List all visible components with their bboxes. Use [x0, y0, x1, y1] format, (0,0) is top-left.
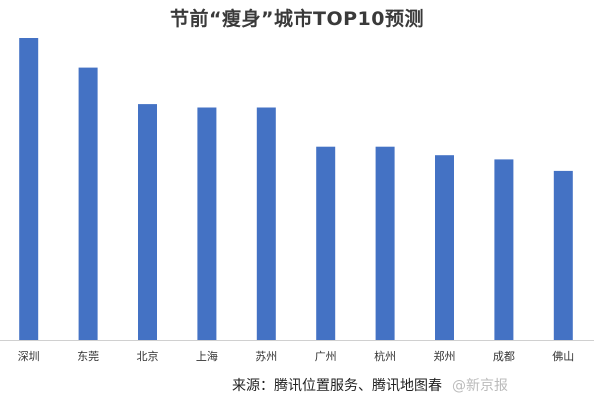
- source-note: 来源：腾讯位置服务、腾讯地图春 @新京报: [232, 375, 587, 395]
- x-tick-label-5: 广州: [315, 350, 337, 363]
- x-tick-label-2: 北京: [137, 349, 159, 363]
- tick-labels-layer: 深圳 东莞 北京 上海 苏州 广州 杭州 郑州 成都 佛山: [18, 349, 575, 363]
- x-tick-label-9: 佛山: [552, 350, 574, 363]
- x-tick-label-1: 东莞: [77, 350, 99, 363]
- source-text: 来源：腾讯位置服务、腾讯地图春: [232, 378, 442, 394]
- x-tick-label-6: 杭州: [374, 349, 396, 363]
- bar-8: [494, 159, 514, 340]
- bar-3: [197, 107, 217, 340]
- x-tick-label-8: 成都: [493, 350, 515, 363]
- x-tick-label-0: 深圳: [18, 350, 40, 363]
- x-tick-label-7: 郑州: [434, 349, 456, 363]
- bar-9: [553, 170, 573, 340]
- bar-1: [78, 67, 98, 340]
- bar-0: [19, 38, 39, 340]
- x-tick-label-3: 上海: [196, 349, 218, 363]
- bar-2: [138, 104, 157, 340]
- bars-layer: [19, 38, 573, 340]
- bar-5: [316, 146, 336, 340]
- x-tick-label-4: 苏州: [255, 350, 277, 363]
- bar-4: [256, 107, 276, 340]
- watermark-text: @新京报: [452, 378, 508, 394]
- chart-title: 节前“瘦身”城市TOP10预测: [170, 8, 424, 30]
- bar-7: [435, 155, 454, 340]
- bar-6: [375, 146, 395, 340]
